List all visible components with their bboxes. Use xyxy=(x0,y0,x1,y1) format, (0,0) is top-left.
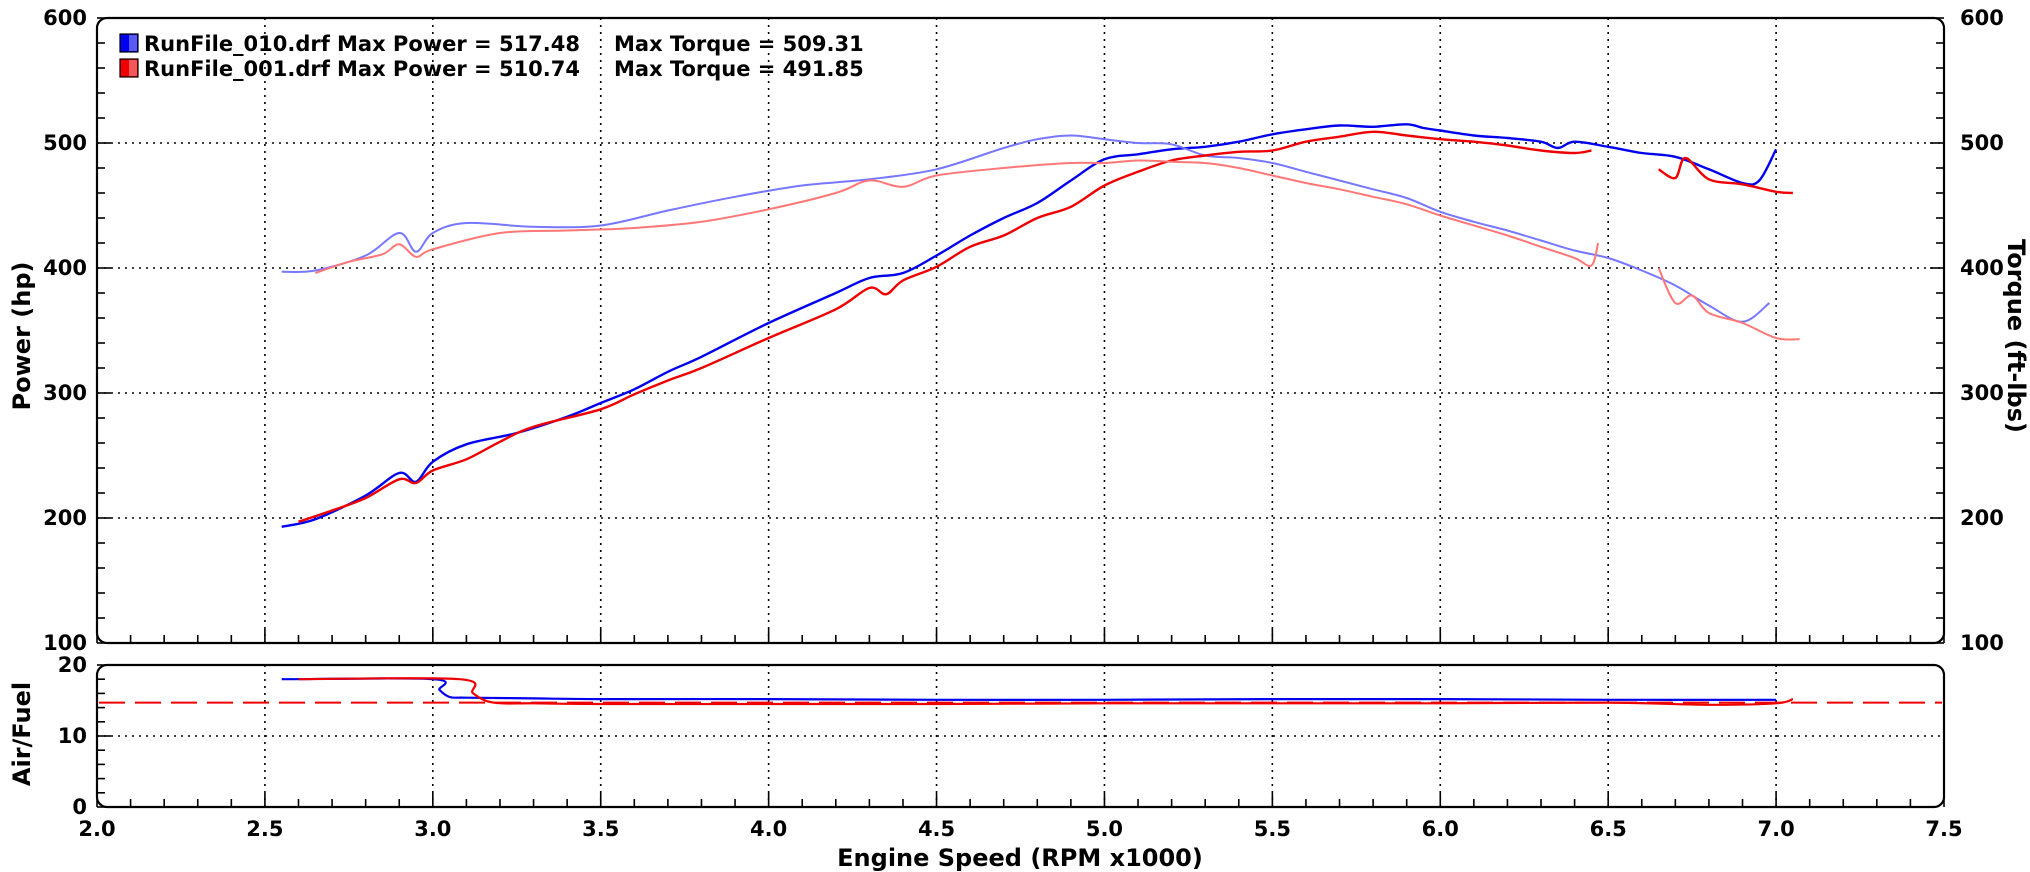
y-tick-label: 400 xyxy=(43,256,87,280)
series-line-power-2 xyxy=(298,130,1592,523)
legend-max-torque: Max Torque = 491.85 xyxy=(614,57,864,81)
x-tick-label: 4.0 xyxy=(750,817,787,841)
y-axis-title-power: Power (hp) xyxy=(8,262,36,411)
legend-swatch-1 xyxy=(119,58,139,78)
x-tick-label: 2.5 xyxy=(246,817,283,841)
series-line-torque-4 xyxy=(314,159,1600,274)
legend-swatch-highlight xyxy=(129,60,137,76)
x-tick-label: 6.0 xyxy=(1422,817,1459,841)
x-axis-title: Engine Speed (RPM x1000) xyxy=(837,844,1203,872)
y-tick-label: 600 xyxy=(43,6,87,30)
x-axis: 2.0 2.5 3.0 3.5 4.0 4.5 5.0 5.5 6.0 6.5 7.0 7.5 xyxy=(78,629,1963,841)
afr-series-line-0 xyxy=(281,677,1777,701)
y2-tick-label: 100 xyxy=(1960,631,2004,655)
afr-y-tick-label: 20 xyxy=(58,653,87,677)
x-tick-label: 5.0 xyxy=(1086,817,1123,841)
legend-max-power: Max Power = 517.48 xyxy=(337,32,580,56)
legend-swatch-highlight xyxy=(129,35,137,51)
y2-tick-label: 400 xyxy=(1960,256,2004,280)
legend-file-name: RunFile_010.drf xyxy=(144,32,331,56)
y-tick-label: 200 xyxy=(43,506,87,530)
air-fuel-panel: 0 10 20 xyxy=(58,653,1946,819)
y-axis-title-air-fuel: Air/Fuel xyxy=(8,682,36,786)
legend-swatch-0 xyxy=(119,33,139,53)
legend-max-power: Max Power = 510.74 xyxy=(337,57,580,81)
main-plot-frame xyxy=(95,16,1946,645)
x-tick-label: 5.5 xyxy=(1254,817,1291,841)
y-axis-title-torque: Torque (ft-lbs) xyxy=(2002,239,2030,433)
y-tick-label: 500 xyxy=(43,131,87,155)
x-tick-label: 6.5 xyxy=(1590,817,1627,841)
y2-tick-label: 500 xyxy=(1960,131,2004,155)
y2-tick-label: 300 xyxy=(1960,381,2004,405)
x-tick-label: 7.0 xyxy=(1757,817,1794,841)
series-line-torque-5 xyxy=(1657,267,1800,341)
legend-max-torque: Max Torque = 509.31 xyxy=(614,32,864,56)
afr-series-line-1 xyxy=(298,677,1794,706)
y2-tick-label: 600 xyxy=(1960,6,2004,30)
x-tick-label: 4.5 xyxy=(918,817,955,841)
power-torque-panel: 100 200 300 400 500 600 100 200 300 400 500 600 xyxy=(43,6,2004,655)
y2-tick-label: 200 xyxy=(1960,506,2004,530)
series-line-torque-1 xyxy=(281,134,1771,323)
x-tick-label: 7.5 xyxy=(1925,817,1962,841)
legend-file-name: RunFile_001.drf xyxy=(144,57,331,81)
series-line-power-3 xyxy=(1657,156,1793,195)
afr-y-tick-label: 0 xyxy=(72,795,87,819)
x-tick-label: 2.0 xyxy=(78,817,115,841)
y-tick-label: 300 xyxy=(43,381,87,405)
x-tick-label: 3.0 xyxy=(414,817,451,841)
legend: RunFile_010.drf Max Power = 517.48 Max Tor… xyxy=(119,32,864,81)
x-tick-label: 3.5 xyxy=(582,817,619,841)
y-tick-label: 100 xyxy=(43,631,87,655)
afr-y-tick-label: 10 xyxy=(58,724,87,748)
